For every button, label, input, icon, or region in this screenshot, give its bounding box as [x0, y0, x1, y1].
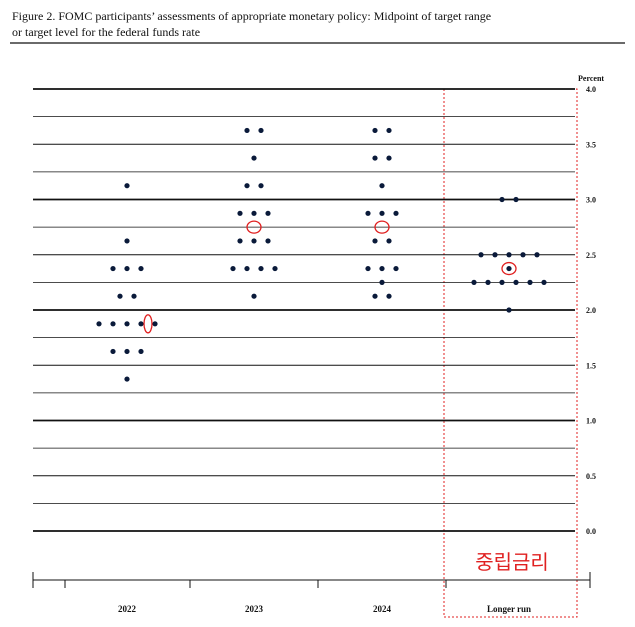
- dot: [110, 321, 116, 327]
- dot: [272, 265, 278, 272]
- chart-title: Figure 2. FOMC participants’ assessments…: [12, 9, 491, 23]
- x-tick-label: 2024: [373, 604, 392, 614]
- median-marker: [246, 220, 262, 234]
- median-marker: [143, 314, 153, 334]
- dot: [499, 196, 505, 203]
- dot: [237, 238, 243, 244]
- x-tick-label: 2022: [118, 604, 137, 614]
- dot: [379, 210, 385, 216]
- y-tick-label: 3.0: [586, 196, 596, 205]
- y-tick-label: 0.0: [586, 527, 596, 536]
- dot: [251, 238, 257, 244]
- median-marker: [374, 220, 390, 234]
- dot: [96, 321, 102, 327]
- dot: [478, 252, 484, 258]
- x-tick-label: Longer run: [487, 604, 531, 614]
- dot: [251, 293, 257, 299]
- y-tick-label: 3.5: [586, 140, 596, 149]
- dot: [124, 183, 130, 189]
- dot: [372, 127, 378, 134]
- dot: [365, 210, 371, 216]
- dot: [379, 183, 385, 189]
- x-tick-label: 2023: [245, 604, 264, 614]
- dot: [244, 265, 250, 272]
- dot: [138, 348, 144, 355]
- dot: [124, 321, 130, 327]
- y-tick-label: 2.5: [586, 251, 596, 260]
- dot: [258, 183, 264, 189]
- dot: [520, 252, 526, 258]
- dot: [372, 293, 378, 299]
- dot: [251, 155, 257, 161]
- dot: [152, 321, 158, 327]
- median-marker: [501, 261, 517, 276]
- dot: [506, 252, 512, 258]
- y-tick-label: 1.5: [586, 361, 596, 370]
- dot: [110, 265, 116, 272]
- dot: [379, 265, 385, 272]
- dot: [471, 279, 477, 285]
- dot: [386, 127, 392, 134]
- dot: [265, 210, 271, 216]
- dot: [138, 321, 144, 327]
- dot: [541, 279, 547, 285]
- dot: [138, 265, 144, 272]
- y-tick-label: 1.0: [586, 417, 596, 426]
- dot: [117, 293, 123, 299]
- dot: [492, 252, 498, 258]
- dot: [386, 238, 392, 244]
- dot: [258, 265, 264, 272]
- y-axis-label: Percent: [578, 74, 604, 83]
- dot: [379, 279, 385, 285]
- dot: [386, 293, 392, 299]
- dot: [244, 183, 250, 189]
- longer-run-box: [443, 88, 578, 618]
- dot: [506, 265, 512, 272]
- dot: [513, 279, 519, 285]
- dot: [506, 307, 512, 313]
- dot: [244, 127, 250, 134]
- dot: [534, 252, 540, 258]
- dot: [230, 265, 236, 272]
- dot: [527, 279, 533, 285]
- dot: [124, 265, 130, 272]
- dot: [131, 293, 137, 299]
- dot: [251, 210, 257, 216]
- dot: [499, 279, 505, 285]
- y-tick-label: 0.5: [586, 472, 596, 481]
- dot: [365, 265, 371, 272]
- dot: [124, 348, 130, 355]
- dot: [124, 238, 130, 244]
- dot: [265, 238, 271, 244]
- dot: [110, 348, 116, 355]
- dot: [258, 127, 264, 134]
- y-tick-label: 2.0: [586, 306, 596, 315]
- chart-subtitle: or target level for the federal funds ra…: [12, 25, 200, 39]
- dot: [393, 265, 399, 272]
- dot: [485, 279, 491, 285]
- dot: [237, 210, 243, 216]
- dot: [513, 196, 519, 203]
- annotation: 중립금리: [475, 550, 549, 574]
- dot: [393, 210, 399, 216]
- x-ticks: [32, 572, 591, 588]
- dot: [372, 155, 378, 161]
- dot: [124, 376, 130, 382]
- dot: [372, 238, 378, 244]
- y-tick-label: 4.0: [586, 85, 596, 94]
- dot: [386, 155, 392, 161]
